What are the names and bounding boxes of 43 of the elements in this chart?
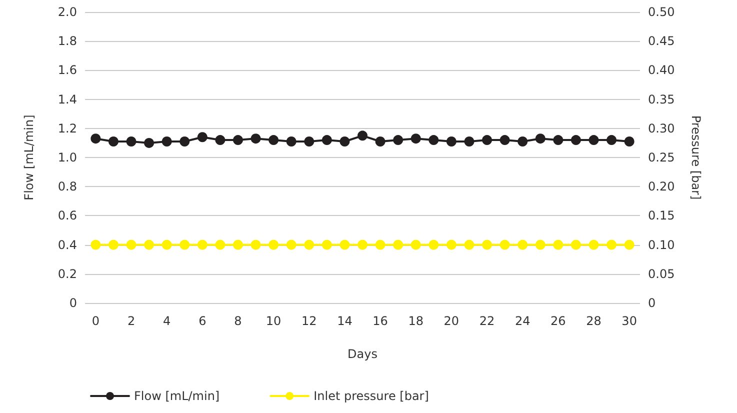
legend-label: Flow [mL/min] bbox=[134, 389, 220, 403]
x-tick-label: 6 bbox=[198, 314, 206, 328]
y-tick-label: 0.8 bbox=[58, 180, 77, 194]
x-tick-label: 12 bbox=[301, 314, 317, 328]
x-tick-label: 14 bbox=[337, 314, 352, 328]
y-tick-label: 2.0 bbox=[58, 5, 77, 19]
legend-label: Inlet pressure [bar] bbox=[314, 389, 429, 403]
x-tick-label: 0 bbox=[92, 314, 100, 328]
y-tick-label: 0.2 bbox=[58, 266, 77, 281]
y-tick-label: 1.2 bbox=[58, 121, 77, 136]
y2-tick-label: 0.40 bbox=[648, 63, 675, 78]
x-tick-label: 22 bbox=[479, 314, 495, 328]
y2-tick-label: 0.20 bbox=[648, 180, 675, 194]
y2-axis-title: Pressure [bar] bbox=[689, 115, 703, 200]
x-tick-label: 20 bbox=[444, 314, 460, 328]
y-tick-label: 1.8 bbox=[58, 34, 77, 48]
x-tick-label: 24 bbox=[514, 314, 530, 328]
x-tick-label: 16 bbox=[372, 314, 388, 328]
x-tick-label: 8 bbox=[234, 314, 242, 328]
x-tick-label: 4 bbox=[163, 314, 171, 328]
x-tick-label: 26 bbox=[550, 314, 566, 328]
y2-tick-label: 0.30 bbox=[648, 121, 675, 136]
x-axis-title: Days bbox=[348, 347, 378, 361]
y-tick-label: 0.4 bbox=[58, 238, 77, 252]
x-tick-label: 28 bbox=[586, 314, 602, 328]
y-tick-label: 1.6 bbox=[58, 63, 77, 78]
y-tick-label: 0.6 bbox=[58, 208, 77, 223]
x-tick-label: 10 bbox=[266, 314, 282, 328]
y-axis-title: Flow [mL/min] bbox=[22, 114, 36, 200]
y2-tick-label: 0.45 bbox=[648, 34, 675, 48]
y2-tick-label: 0.05 bbox=[648, 266, 675, 281]
x-tick-label: 18 bbox=[408, 314, 424, 328]
y2-tick-label: 0.35 bbox=[648, 92, 675, 106]
y2-tick-label: 0.50 bbox=[648, 5, 675, 19]
y-tick-label: 1.4 bbox=[58, 92, 77, 106]
y2-tick-label: 0.15 bbox=[648, 208, 675, 223]
x-tick-label: 2 bbox=[127, 314, 136, 328]
y2-tick-label: 0.25 bbox=[648, 150, 675, 164]
x-tick-label: 30 bbox=[622, 314, 637, 328]
y2-tick-label: 0 bbox=[648, 296, 656, 310]
y-tick-label: 1.0 bbox=[58, 150, 77, 164]
y-tick-label: 0 bbox=[69, 296, 77, 310]
y2-tick-label: 0.10 bbox=[648, 238, 675, 252]
